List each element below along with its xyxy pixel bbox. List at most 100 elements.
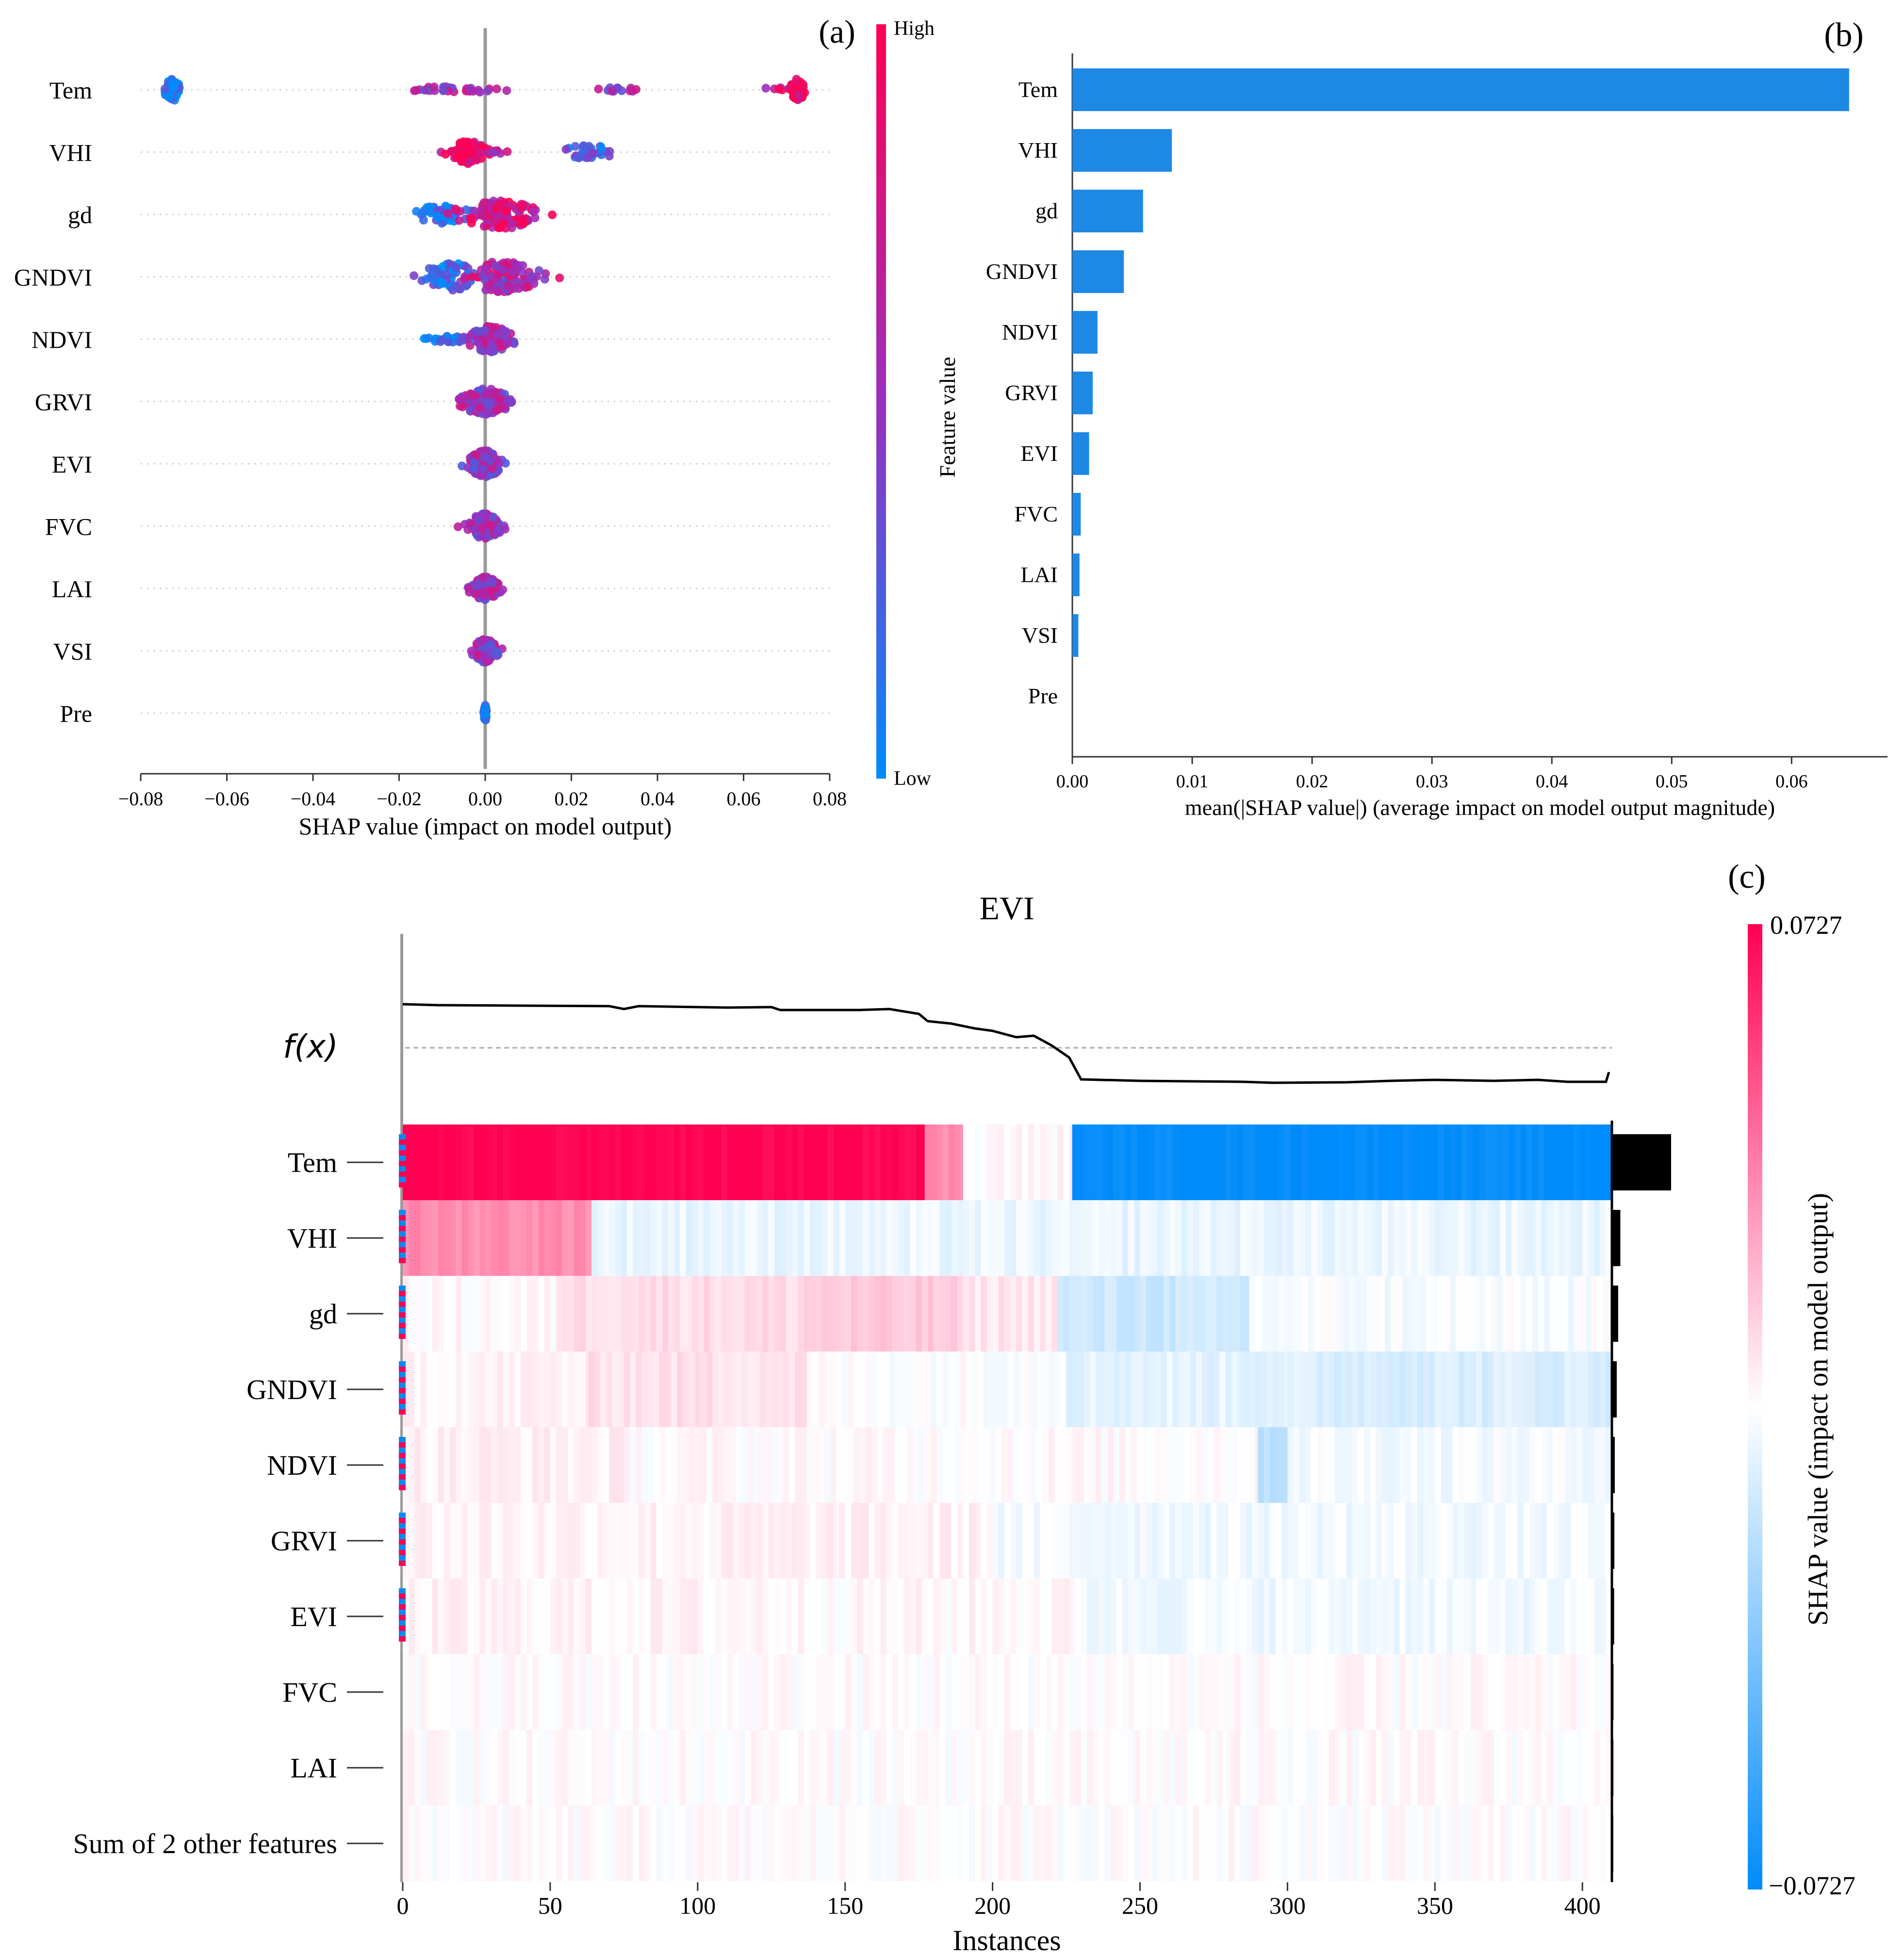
heat-cell xyxy=(438,1352,444,1427)
heat-cell xyxy=(821,1124,828,1200)
heat-cell xyxy=(1494,1730,1500,1806)
heat-cell xyxy=(485,1654,492,1730)
heat-cell xyxy=(786,1276,792,1352)
heat-cell xyxy=(1246,1806,1253,1881)
heat-cell xyxy=(615,1730,622,1806)
heat-cell xyxy=(992,1730,999,1806)
heat-cell xyxy=(1370,1200,1377,1276)
heat-cell xyxy=(839,1654,846,1730)
panel-a-beeswarm: −0.08 −0.06 −0.04 −0.02 0.00 0.02 0.04 0.06 0.08… xyxy=(14,13,935,840)
heat-cell xyxy=(957,1276,964,1352)
heat-cell xyxy=(1190,1427,1197,1503)
heat-cell xyxy=(550,1427,557,1503)
shap-point xyxy=(487,586,496,595)
heat-cell xyxy=(544,1503,551,1579)
heat-cell xyxy=(609,1124,616,1200)
heat-cell xyxy=(1500,1427,1506,1503)
heat-cell xyxy=(756,1730,763,1806)
heat-cell xyxy=(1494,1200,1500,1276)
heat-cell xyxy=(739,1276,745,1352)
heat-cell xyxy=(1281,1654,1288,1730)
heat-cell xyxy=(1208,1124,1215,1200)
heat-cell xyxy=(1078,1427,1084,1503)
heat-cell xyxy=(942,1427,949,1503)
heat-cell xyxy=(1281,1730,1288,1806)
heat-cell xyxy=(1187,1276,1194,1352)
heat-cell xyxy=(739,1503,745,1579)
shap-point xyxy=(422,275,431,284)
heat-cell xyxy=(1063,1730,1070,1806)
heat-cell xyxy=(1234,1579,1241,1654)
heat-cell xyxy=(768,1654,775,1730)
heat-cell xyxy=(1567,1276,1574,1352)
heat-cell xyxy=(1104,1806,1111,1881)
heat-cell xyxy=(432,1200,439,1276)
bar-evi xyxy=(1072,432,1089,475)
heat-cell xyxy=(574,1579,580,1654)
heat-cell xyxy=(1364,1352,1371,1427)
heat-cell xyxy=(1523,1352,1530,1427)
row-label-2: gd xyxy=(309,1298,337,1330)
heat-cell xyxy=(857,1200,863,1276)
shap-point xyxy=(492,84,501,94)
heat-cell xyxy=(1016,1654,1022,1730)
heat-cell xyxy=(1414,1124,1421,1200)
heat-cell xyxy=(1317,1352,1323,1427)
heat-cell xyxy=(409,1276,415,1352)
shap-point xyxy=(480,509,489,519)
heat-cell xyxy=(568,1352,574,1427)
heat-cell xyxy=(1296,1124,1303,1200)
heat-cell xyxy=(921,1503,928,1579)
heat-cell xyxy=(1452,1200,1459,1276)
heat-cell xyxy=(633,1276,639,1352)
shap-point xyxy=(463,525,473,534)
heat-cell xyxy=(1249,1124,1256,1200)
heat-cell xyxy=(1511,1427,1518,1503)
heat-cell xyxy=(1547,1579,1554,1654)
heat-cell xyxy=(1482,1200,1489,1276)
heat-cell xyxy=(1034,1654,1040,1730)
heat-cell xyxy=(981,1654,987,1730)
heat-cell xyxy=(556,1730,562,1806)
heat-cell xyxy=(981,1124,987,1200)
heat-cell xyxy=(473,1503,480,1579)
heat-cell xyxy=(1523,1200,1530,1276)
heat-cell xyxy=(1066,1427,1073,1503)
heat-cell xyxy=(1122,1730,1129,1806)
heat-cell xyxy=(1093,1654,1100,1730)
heat-cell xyxy=(1311,1427,1317,1503)
shap-point xyxy=(419,209,428,218)
heat-cell xyxy=(1570,1200,1577,1276)
heat-cell xyxy=(1104,1730,1111,1806)
heat-cell xyxy=(1178,1352,1185,1427)
feature-label-vsi: VSI xyxy=(53,638,92,665)
heat-cell xyxy=(1594,1579,1601,1654)
heat-cell xyxy=(409,1124,415,1200)
category-label-tem: Tem xyxy=(1018,77,1058,102)
heat-cell xyxy=(1417,1503,1424,1579)
heat-cell xyxy=(612,1352,619,1427)
heat-cell xyxy=(1287,1427,1294,1503)
heat-cell xyxy=(1022,1276,1029,1352)
heat-cell xyxy=(585,1730,592,1806)
shap-point xyxy=(503,339,512,348)
feature-value-strip xyxy=(399,1610,406,1615)
feature-value-strip xyxy=(399,1182,406,1188)
heat-cell xyxy=(880,1654,887,1730)
heat-cell xyxy=(821,1503,828,1579)
heat-cell xyxy=(1547,1503,1554,1579)
heat-cell xyxy=(883,1427,890,1503)
heat-cell xyxy=(503,1654,509,1730)
heat-cell xyxy=(1104,1276,1111,1352)
heat-cell xyxy=(1087,1730,1093,1806)
category-label-ndvi: NDVI xyxy=(1002,320,1058,344)
shap-point xyxy=(517,204,526,213)
heat-cell xyxy=(827,1503,834,1579)
heat-cell xyxy=(1523,1579,1530,1654)
heat-cell xyxy=(1196,1352,1202,1427)
heat-cell xyxy=(1042,1427,1049,1503)
heat-cell xyxy=(467,1654,474,1730)
heat-cell xyxy=(1417,1806,1424,1881)
heat-cell xyxy=(1582,1200,1589,1276)
heat-cell xyxy=(1603,1276,1609,1352)
